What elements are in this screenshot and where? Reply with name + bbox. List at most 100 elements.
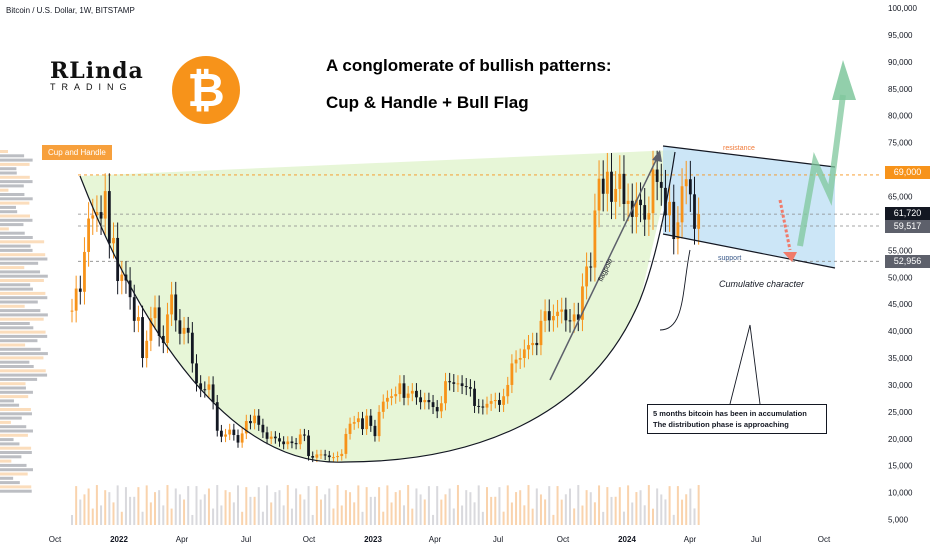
x-tick-label: Jul (751, 535, 761, 544)
volume-bar (539, 494, 542, 525)
candle-body (576, 314, 580, 320)
candle-body (659, 181, 663, 188)
candle-body (323, 454, 327, 456)
volume-profile-bar (0, 317, 44, 321)
volume-bar (303, 499, 306, 525)
volume-profile-bar (0, 158, 33, 162)
candle-body (303, 434, 306, 436)
volume-profile-bar (0, 352, 48, 356)
volume-bar (191, 514, 194, 525)
cup-and-handle-label: Cup and Handle (42, 145, 112, 160)
volume-bar (361, 511, 364, 525)
volume-bar (664, 499, 667, 525)
candle-body (543, 311, 547, 321)
volume-bar (390, 502, 393, 525)
volume-bar (216, 485, 219, 525)
volume-profile-bar (0, 218, 33, 222)
volume-profile-bar (0, 442, 20, 446)
candle-body (381, 401, 385, 412)
resistance-label: resistance (723, 145, 755, 152)
candle-body (207, 384, 211, 390)
volume-profile-bar (0, 468, 33, 472)
volume-bar (154, 492, 156, 525)
note-line-1: 5 months bitcoin has been in accumulatio… (653, 409, 807, 418)
candle-body (74, 288, 78, 311)
volume-bar (166, 485, 169, 525)
chart-subtitle: Cup & Handle + Bull Flag (326, 93, 529, 112)
candle-body (249, 421, 252, 424)
volume-bar (432, 514, 435, 525)
candle-body (244, 421, 248, 434)
candle-body (157, 307, 161, 336)
candle-body (460, 383, 464, 387)
volume-profile-bar (0, 171, 17, 175)
volume-bar (253, 496, 256, 525)
candle-body (307, 435, 310, 457)
volume-profile-bar (0, 270, 41, 274)
logo-sub: TRADING (50, 82, 133, 92)
y-tick-label: 50,000 (888, 273, 913, 282)
volume-bar (602, 511, 605, 525)
candle-body (502, 396, 505, 405)
x-tick-label: Jul (493, 535, 503, 544)
volume-bar (228, 492, 231, 525)
volume-bar (656, 488, 659, 525)
flag-fill (663, 146, 835, 268)
y-tick-label: 45,000 (888, 300, 913, 309)
candle-body (186, 327, 190, 333)
volume-bar (137, 487, 140, 525)
candle-body (431, 402, 435, 408)
candle-body (406, 393, 410, 398)
candle-body (498, 400, 501, 405)
volume-profile-bar (0, 296, 48, 300)
volume-bar (100, 505, 103, 525)
volume-bar (71, 515, 73, 525)
volume-bar (149, 502, 152, 525)
y-tick-label: 65,000 (888, 192, 913, 201)
candle-body (211, 384, 215, 403)
volume-bar (668, 486, 671, 525)
y-tick-label: 35,000 (888, 354, 913, 363)
volume-bar (469, 492, 472, 525)
candle-body (190, 332, 194, 364)
volume-bar (573, 508, 576, 525)
volume-bar (635, 492, 638, 525)
y-tick-label: 20,000 (888, 435, 913, 444)
candle-body (581, 286, 584, 320)
candle-body (315, 454, 319, 458)
candle-body (419, 397, 422, 403)
candle-body (531, 342, 535, 346)
candle-body (593, 210, 597, 268)
volume-profile-bar (0, 360, 30, 364)
volume-bar (627, 485, 630, 525)
price-tag-69000: 69,000 (885, 166, 930, 179)
volume-bar (261, 511, 264, 525)
volume-bar (320, 499, 322, 525)
volume-bar (494, 496, 497, 525)
volume-bar (336, 485, 339, 525)
candle-body (377, 411, 381, 437)
candle-body (290, 441, 294, 444)
resistance-line (662, 145, 836, 168)
volume-bar (618, 487, 621, 525)
volume-bar (124, 487, 127, 525)
volume-profile-bar (0, 339, 38, 343)
candle-body (522, 349, 526, 359)
volume-bar (75, 486, 78, 525)
volume-bar (311, 514, 314, 525)
volume-profile-bar (0, 253, 46, 257)
callout-line (659, 249, 691, 331)
candle-body (452, 382, 456, 384)
candle-body (506, 384, 510, 397)
volume-profile-bar (0, 240, 45, 244)
volume-bar (328, 488, 331, 525)
volume-bar (382, 511, 385, 525)
candle-body (415, 390, 418, 398)
volume-profile-bar (0, 463, 27, 467)
volume-profile-bar (0, 373, 48, 377)
candle-body (361, 418, 364, 430)
volume-bar (79, 499, 82, 525)
volume-bar (278, 490, 281, 525)
